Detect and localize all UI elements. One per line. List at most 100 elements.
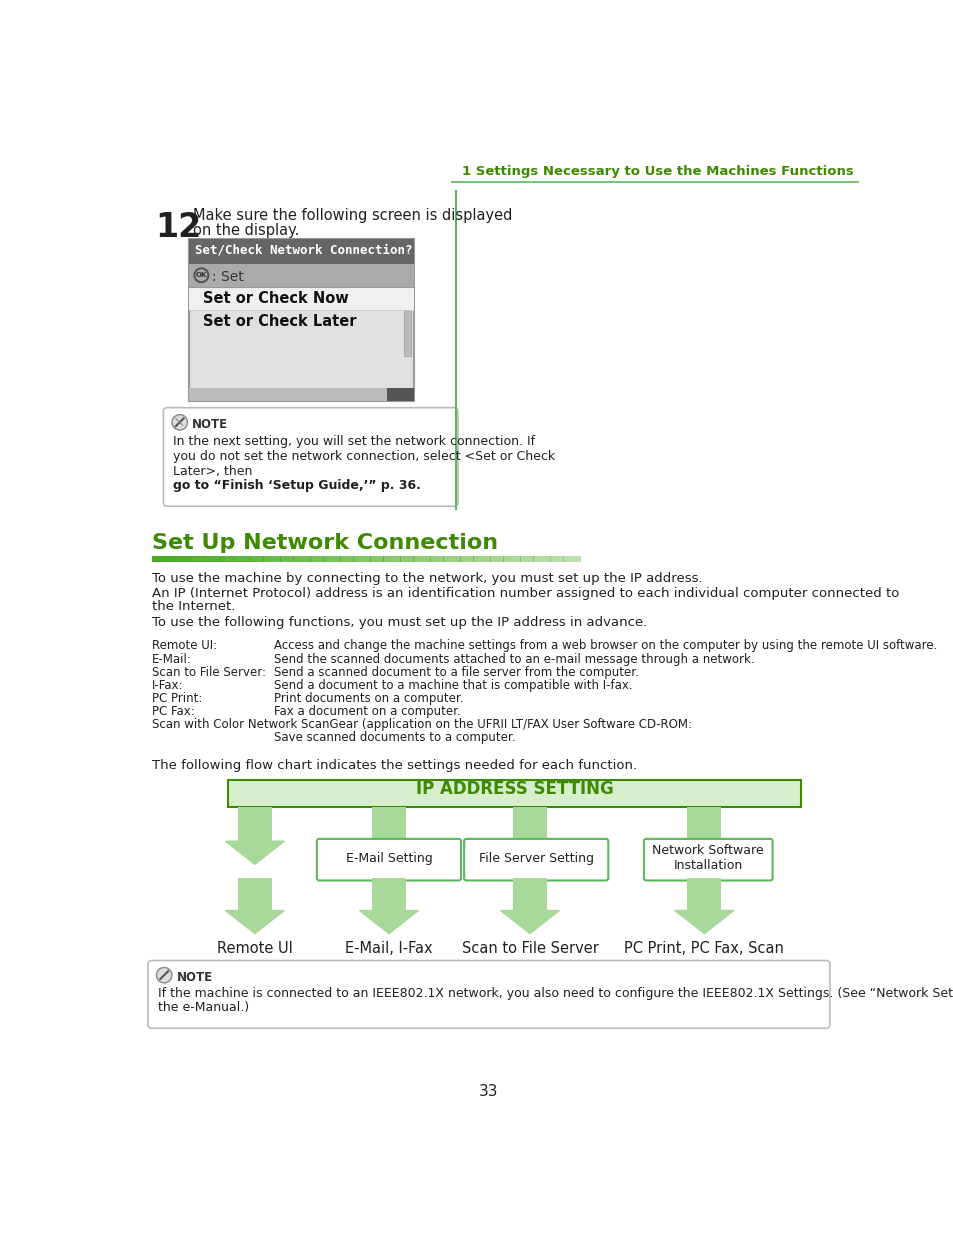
Circle shape [156, 967, 172, 983]
Bar [541, 556, 546, 562]
Text: Network Software
Installation: Network Software Installation [652, 845, 763, 872]
Text: Make sure the following screen is displayed: Make sure the following screen is displa… [193, 209, 512, 224]
Bar [386, 389, 414, 401]
Bar [513, 806, 546, 841]
Bar [447, 556, 452, 562]
Bar [293, 556, 297, 562]
Bar [189, 389, 414, 401]
Bar [383, 556, 388, 562]
Bar [486, 556, 490, 562]
Text: Access and change the machine settings from a web browser on the computer by usi: Access and change the machine settings f… [274, 640, 937, 652]
Bar [533, 556, 537, 562]
Bar [392, 556, 396, 562]
Bar [481, 556, 486, 562]
Text: Scan to File Server:: Scan to File Server: [152, 666, 266, 679]
Polygon shape [500, 910, 558, 934]
Bar [246, 556, 251, 562]
Bar [250, 556, 254, 562]
Bar [545, 556, 550, 562]
Polygon shape [500, 841, 558, 864]
Text: on the display.: on the display. [193, 222, 299, 238]
Polygon shape [225, 910, 284, 934]
Bar [156, 556, 161, 562]
Text: NOTE: NOTE [192, 417, 228, 431]
FancyBboxPatch shape [163, 408, 457, 506]
Text: Fax a document on a computer.: Fax a document on a computer. [274, 705, 460, 718]
Bar [524, 556, 529, 562]
Bar [456, 556, 460, 562]
Text: E-Mail:: E-Mail: [152, 652, 192, 666]
Bar [310, 556, 314, 562]
Text: PC Print:: PC Print: [152, 692, 202, 705]
Text: File Server Setting: File Server Setting [478, 852, 593, 864]
Bar [169, 556, 173, 562]
Bar [237, 806, 272, 841]
Bar [289, 556, 294, 562]
Text: An IP (Internet Protocol) address is an identification number assigned to each i: An IP (Internet Protocol) address is an … [152, 587, 899, 600]
Text: Send a scanned document to a file server from the computer.: Send a scanned document to a file server… [274, 666, 639, 679]
Text: the Internet.: the Internet. [152, 600, 235, 614]
Bar [272, 556, 276, 562]
Bar [344, 556, 349, 562]
Bar [361, 556, 366, 562]
Bar [177, 556, 182, 562]
Bar [199, 556, 203, 562]
Bar [152, 556, 156, 562]
Bar [173, 556, 177, 562]
Bar [340, 556, 345, 562]
Bar [378, 556, 383, 562]
Bar [297, 556, 302, 562]
Bar [189, 240, 414, 401]
Bar [229, 556, 233, 562]
Bar [275, 556, 280, 562]
Bar [464, 556, 469, 562]
Bar [507, 556, 512, 562]
Bar [212, 556, 216, 562]
Bar [426, 556, 431, 562]
Bar [490, 556, 495, 562]
Bar [372, 878, 406, 910]
Bar [189, 287, 414, 310]
Polygon shape [674, 841, 733, 864]
Bar [203, 556, 208, 562]
Text: To use the following functions, you must set up the IP address in advance.: To use the following functions, you must… [152, 615, 646, 629]
Text: 12: 12 [154, 211, 201, 245]
Bar [284, 556, 289, 562]
Bar [208, 556, 212, 562]
Text: Send the scanned documents attached to an e-mail message through a network.: Send the scanned documents attached to a… [274, 652, 754, 666]
Bar [473, 556, 477, 562]
Bar [366, 556, 371, 562]
Polygon shape [225, 841, 284, 864]
Bar [189, 240, 414, 264]
Polygon shape [359, 910, 418, 934]
Text: Set or Check Later: Set or Check Later [203, 314, 356, 329]
Text: OK: OK [195, 272, 207, 278]
Text: the e-Manual.): the e-Manual.) [158, 1002, 249, 1014]
Bar [469, 556, 473, 562]
Bar [194, 556, 199, 562]
Bar [537, 556, 541, 562]
Text: go to “Finish ‘Setup Guide,’” p. 36.: go to “Finish ‘Setup Guide,’” p. 36. [173, 479, 421, 493]
Text: To use the machine by connecting to the network, you must set up the IP address.: To use the machine by connecting to the … [152, 572, 701, 584]
Bar [404, 556, 409, 562]
Text: 33: 33 [478, 1084, 498, 1099]
Bar [567, 556, 572, 562]
FancyBboxPatch shape [316, 839, 460, 881]
Bar [349, 556, 354, 562]
Text: 1 Settings Necessary to Use the Machines Functions: 1 Settings Necessary to Use the Machines… [461, 164, 853, 178]
Bar [301, 556, 306, 562]
Bar [237, 556, 242, 562]
Text: IP ADDRESS SETTING: IP ADDRESS SETTING [416, 781, 613, 798]
Bar [323, 556, 328, 562]
Polygon shape [674, 910, 733, 934]
Text: PC Fax:: PC Fax: [152, 705, 194, 718]
Bar [160, 556, 165, 562]
Bar [686, 806, 720, 841]
Bar [417, 556, 422, 562]
Bar [220, 556, 225, 562]
Bar [387, 556, 392, 562]
Bar [558, 556, 563, 562]
Bar [267, 556, 272, 562]
Text: Scan to File Server: Scan to File Server [461, 941, 598, 956]
Bar [186, 556, 191, 562]
